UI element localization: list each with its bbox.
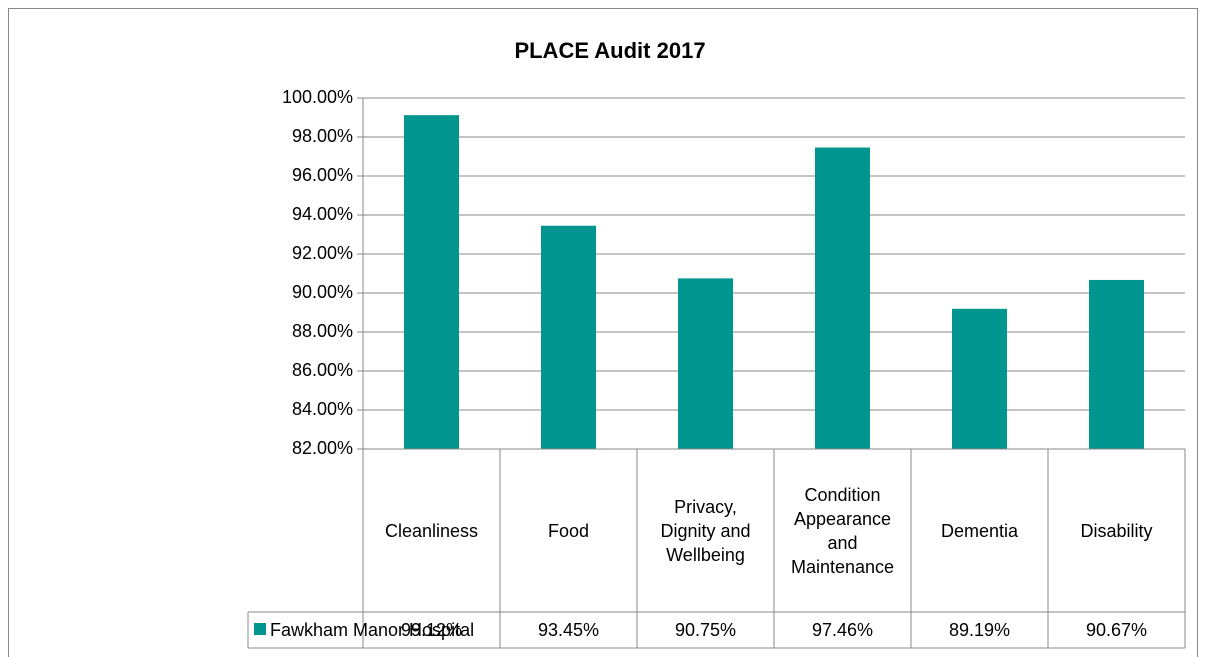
- y-tick-label: 98.00%: [292, 126, 353, 146]
- value-label: 99.12%: [400, 620, 463, 640]
- value-label: 97.46%: [811, 620, 874, 640]
- value-label: 89.19%: [948, 620, 1011, 640]
- category-label: Cleanliness: [384, 520, 479, 541]
- bar: [952, 308, 1007, 449]
- category-label: Condition Appearance and Maintenance: [790, 484, 895, 577]
- bar: [815, 147, 870, 449]
- y-tick-label: 100.00%: [282, 87, 353, 107]
- y-tick-label: 86.00%: [292, 360, 353, 380]
- y-tick-label: 90.00%: [292, 282, 353, 302]
- y-tick-label: 88.00%: [292, 321, 353, 341]
- y-tick-label: 92.00%: [292, 243, 353, 263]
- value-label: 93.45%: [537, 620, 600, 640]
- category-label: Food: [547, 520, 590, 541]
- value-label: 90.67%: [1085, 620, 1148, 640]
- y-tick-label: 82.00%: [292, 438, 353, 458]
- y-tick-label: 96.00%: [292, 165, 353, 185]
- category-label: Disability: [1080, 520, 1153, 541]
- chart-border: [8, 8, 1198, 657]
- legend-swatch: [254, 623, 266, 635]
- category-label: Privacy, Dignity and Wellbeing: [660, 496, 751, 565]
- value-label: 90.75%: [674, 620, 737, 640]
- category-label: Dementia: [940, 520, 1019, 541]
- bar: [1089, 279, 1144, 449]
- y-tick-label: 94.00%: [292, 204, 353, 224]
- y-tick-label: 84.00%: [292, 399, 353, 419]
- legend-label: Fawkham Manor Hospital: [270, 620, 475, 640]
- bar: [404, 115, 459, 449]
- bar: [678, 278, 733, 449]
- chart-title: PLACE Audit 2017: [514, 38, 705, 63]
- bar: [541, 225, 596, 449]
